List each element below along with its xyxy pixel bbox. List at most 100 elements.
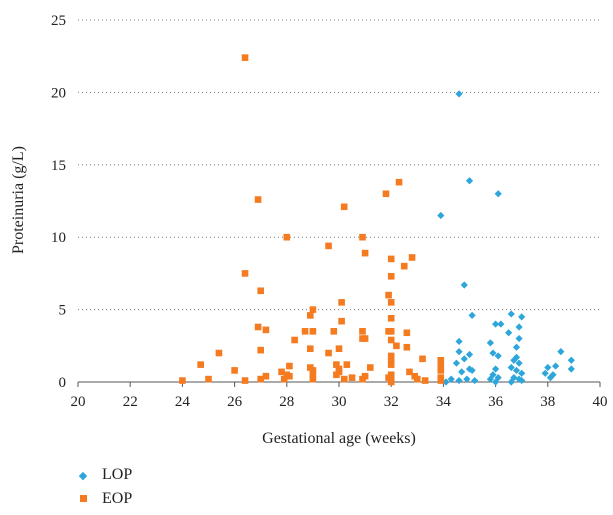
eop-point [283, 233, 291, 241]
eop-point [395, 178, 403, 186]
eop-point [419, 355, 426, 363]
eop-point [387, 378, 395, 386]
lop-point [463, 375, 471, 383]
lop-point [455, 337, 463, 346]
square-icon [76, 493, 90, 505]
eop-point [437, 362, 445, 370]
eop-point [325, 242, 332, 250]
lop-point [442, 378, 450, 386]
eop-point [257, 287, 264, 295]
y-tick-labels: 0 5 10 15 20 25 [51, 13, 66, 391]
legend-label-lop: LOP [102, 466, 133, 483]
eop-point [241, 54, 249, 61]
y-tick-label: 5 [59, 303, 67, 319]
eop-point [393, 342, 400, 350]
x-tick-label: 40 [593, 394, 608, 410]
lop-point [557, 347, 565, 356]
lop-point [544, 363, 552, 372]
lop-point [437, 211, 445, 220]
lop-point [507, 378, 515, 386]
eop-point [280, 375, 288, 383]
legend-item-eop: EOP [76, 487, 132, 511]
lop-point [455, 376, 463, 385]
eop-point [382, 190, 390, 198]
eop-point [335, 368, 343, 376]
eop-point [340, 203, 348, 211]
eop-point [241, 377, 249, 384]
x-tick-label: 20 [71, 394, 86, 410]
eop-point [325, 349, 332, 357]
eop-point [408, 254, 416, 261]
eop-point [406, 368, 413, 376]
lop-point [471, 376, 479, 385]
lop-point [515, 323, 523, 331]
grid-lines [78, 19, 600, 311]
eop-point [179, 377, 186, 384]
lop-point [460, 281, 468, 289]
y-tick-label: 10 [51, 230, 66, 246]
lop-point [489, 349, 497, 357]
eop-point [387, 356, 395, 364]
lop-point [455, 90, 463, 98]
y-tick-label: 0 [59, 375, 67, 391]
eop-point [437, 377, 445, 384]
lop-point [515, 334, 523, 343]
y-tick-label: 25 [51, 13, 66, 29]
lop-point [492, 320, 500, 328]
lop-point [546, 374, 555, 382]
lop-point [541, 369, 549, 377]
lop-point [460, 355, 468, 363]
eop-point [309, 367, 317, 374]
legend-item-lop: ◆ LOP [76, 463, 132, 487]
eop-point [309, 328, 317, 335]
eop-point [437, 367, 445, 374]
eop-point [338, 299, 345, 306]
lop-point [549, 371, 557, 379]
eop-point [338, 317, 345, 325]
eop-point [254, 196, 262, 203]
x-tick-label: 28 [279, 394, 294, 410]
eop-point [348, 374, 356, 381]
eop-point [333, 361, 340, 368]
lop-point [518, 313, 526, 321]
lop-point [447, 375, 455, 383]
eop-point [403, 343, 411, 351]
eop-point [359, 375, 366, 383]
lop-point [512, 353, 521, 361]
legend-label-eop: EOP [102, 490, 133, 507]
eop-point [335, 345, 343, 352]
eop-point [387, 314, 395, 322]
lop-point [567, 365, 575, 373]
lop-point [494, 190, 502, 198]
x-tick-label: 34 [436, 394, 452, 410]
lop-point [465, 350, 474, 359]
eop-point [309, 306, 317, 313]
lop-point [510, 356, 518, 364]
eop-point [437, 356, 445, 364]
x-tick-label: 38 [540, 394, 555, 410]
lop-point [458, 368, 466, 376]
eop-point [387, 272, 395, 280]
eop-point [231, 367, 238, 374]
x-tick-label: 30 [332, 394, 347, 410]
lop-point [512, 343, 521, 351]
eop-point [278, 368, 285, 376]
eop-point [257, 375, 264, 383]
lop-point [497, 320, 505, 328]
x-tick-label: 22 [123, 394, 138, 410]
lop-point [567, 356, 575, 364]
lop-point [552, 362, 560, 370]
eop-point [387, 328, 395, 335]
x-tick-labels: 20 22 24 26 28 30 32 34 36 38 40 [71, 394, 608, 410]
eop-point [340, 375, 348, 383]
data-points [179, 54, 575, 386]
eop-point [262, 326, 270, 334]
lop-point [486, 339, 494, 347]
eop-point [286, 362, 293, 370]
lop-point [468, 311, 476, 319]
lop-point [492, 378, 500, 386]
eop-point [361, 249, 369, 257]
eop-point [309, 375, 317, 383]
eop-point [291, 336, 298, 344]
eop-point [241, 270, 249, 277]
